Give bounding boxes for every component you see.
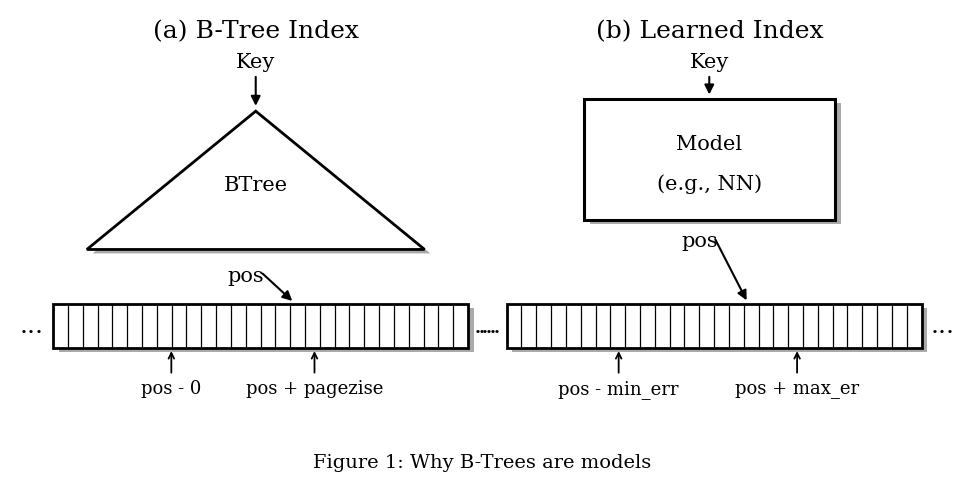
FancyBboxPatch shape xyxy=(507,304,922,348)
Text: (e.g., NN): (e.g., NN) xyxy=(657,174,761,194)
Text: pos: pos xyxy=(228,267,264,286)
Text: pos - min_err: pos - min_err xyxy=(559,380,679,399)
FancyBboxPatch shape xyxy=(584,99,835,220)
FancyBboxPatch shape xyxy=(59,308,474,352)
Text: Key: Key xyxy=(690,53,729,72)
FancyBboxPatch shape xyxy=(590,103,841,224)
Text: pos: pos xyxy=(681,232,718,251)
Text: Model: Model xyxy=(676,135,742,154)
Text: pos - 0: pos - 0 xyxy=(141,380,202,398)
Text: (a) B-Tree Index: (a) B-Tree Index xyxy=(152,20,359,43)
Polygon shape xyxy=(87,111,425,249)
Text: (b) Learned Index: (b) Learned Index xyxy=(595,20,823,43)
Polygon shape xyxy=(93,115,430,253)
Text: ...: ... xyxy=(478,315,501,337)
Text: pos + max_er: pos + max_er xyxy=(735,380,859,398)
FancyBboxPatch shape xyxy=(53,304,468,348)
Text: pos + pagezise: pos + pagezise xyxy=(246,380,383,398)
Text: ...: ... xyxy=(474,315,497,337)
Text: Figure 1: Why B-Trees are models: Figure 1: Why B-Trees are models xyxy=(314,454,651,472)
Text: ...: ... xyxy=(20,315,43,337)
Text: BTree: BTree xyxy=(224,176,288,195)
Text: ...: ... xyxy=(931,315,954,337)
Text: Key: Key xyxy=(236,53,275,72)
FancyBboxPatch shape xyxy=(512,308,927,352)
